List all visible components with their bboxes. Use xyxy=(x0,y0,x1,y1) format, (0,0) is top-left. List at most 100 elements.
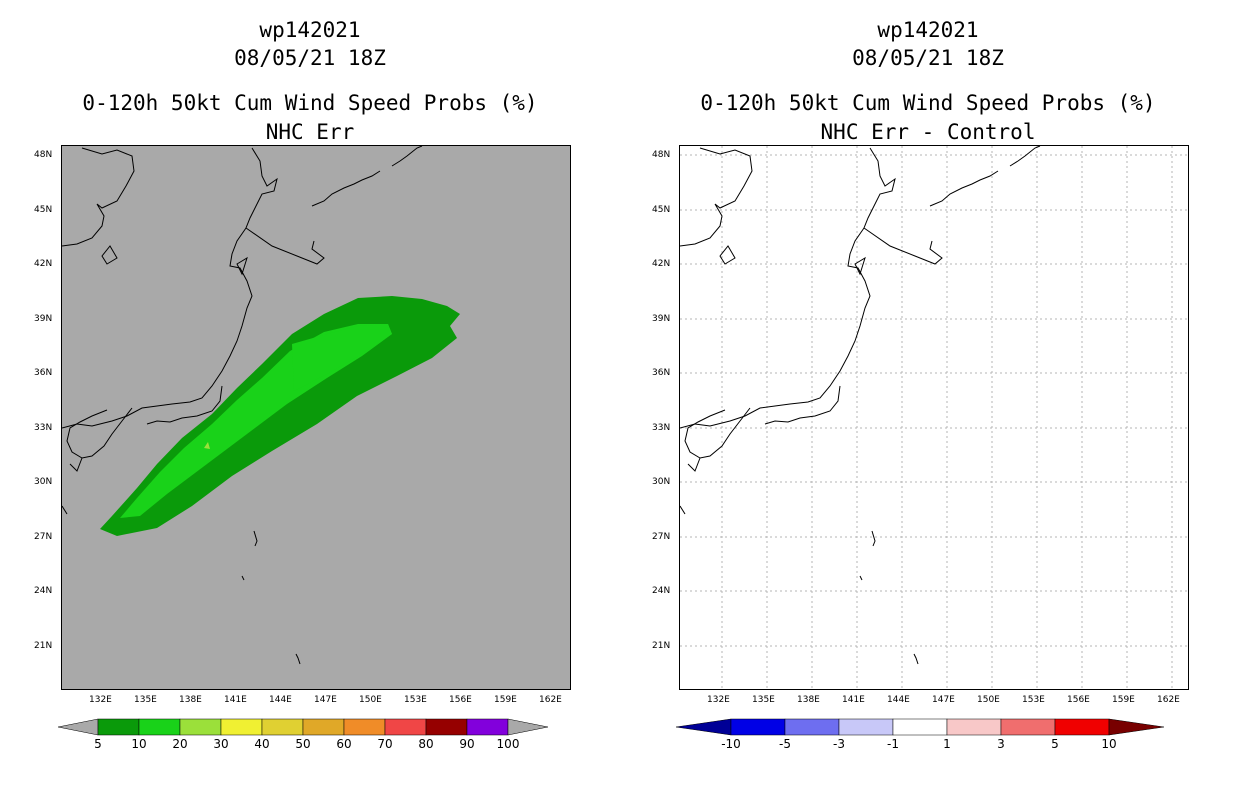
right-subtitle: NHC Err - Control xyxy=(820,120,1036,144)
lat-label: 45N xyxy=(652,205,671,215)
gridlines xyxy=(680,146,1188,689)
lon-label: 135E xyxy=(752,695,775,705)
colorbar-tick-label: 1 xyxy=(943,737,951,751)
colorbar-swatch xyxy=(466,718,509,736)
colorbar-tick-label: 50 xyxy=(295,737,311,751)
prob-swath-10b xyxy=(292,324,392,391)
colorbar-tick-label: -1 xyxy=(887,737,899,751)
colorbar-tick-label: -3 xyxy=(833,737,845,751)
left-datetime: 08/05/21 18Z xyxy=(234,46,386,70)
colorbar-tick-label: -5 xyxy=(779,737,791,751)
colorbar-swatch xyxy=(784,718,840,736)
colorbar-tick-label: 5 xyxy=(94,737,102,751)
colorbar-tick-label: 90 xyxy=(459,737,475,751)
colorbar-tick-label: 100 xyxy=(496,737,520,751)
right-colorbar xyxy=(675,717,1176,741)
lat-label: 36N xyxy=(652,368,671,378)
colorbar-swatch xyxy=(425,718,468,736)
lon-label: 159E xyxy=(494,695,517,705)
colorbar-over-triangle xyxy=(507,718,549,736)
left-colorbar xyxy=(57,717,558,741)
colorbar-tick-label: 70 xyxy=(377,737,393,751)
left-map-svg xyxy=(62,146,460,665)
left-map xyxy=(61,145,571,690)
colorbar-swatch xyxy=(384,718,427,736)
left-storm-id: wp142021 xyxy=(259,18,361,42)
lat-label: 30N xyxy=(652,477,671,487)
lon-label: 132E xyxy=(89,695,112,705)
lon-label: 138E xyxy=(797,695,820,705)
lon-label: 135E xyxy=(134,695,157,705)
left-colorbar-svg xyxy=(57,718,549,736)
lat-label: 48N xyxy=(652,150,671,160)
right-colorbar-svg xyxy=(675,718,1165,736)
lon-label: 162E xyxy=(539,695,562,705)
lat-label: 39N xyxy=(652,314,671,324)
colorbar-under-triangle xyxy=(675,718,732,736)
left-subtitle: NHC Err xyxy=(265,120,355,144)
lon-label: 141E xyxy=(224,695,247,705)
lat-label: 27N xyxy=(652,532,671,542)
lon-label: 132E xyxy=(707,695,730,705)
colorbar-swatch xyxy=(302,718,345,736)
colorbar-tick-label: 5 xyxy=(1051,737,1059,751)
colorbar-swatch xyxy=(261,718,304,736)
colorbar-swatch xyxy=(97,718,140,736)
lat-label: 24N xyxy=(652,586,671,596)
colorbar-swatch xyxy=(343,718,386,736)
lat-label: 42N xyxy=(34,259,53,269)
lon-label: 144E xyxy=(269,695,292,705)
lat-label: 39N xyxy=(34,314,53,324)
colorbar-swatch xyxy=(946,718,1002,736)
colorbar-swatch xyxy=(179,718,222,736)
colorbar-under-triangle xyxy=(57,718,99,736)
lon-label: 150E xyxy=(977,695,1000,705)
lat-label: 27N xyxy=(34,532,53,542)
colorbar-swatch xyxy=(220,718,263,736)
lon-label: 147E xyxy=(314,695,337,705)
right-datetime: 08/05/21 18Z xyxy=(852,46,1004,70)
colorbar-tick-label: 3 xyxy=(997,737,1005,751)
colorbar-tick-label: 60 xyxy=(336,737,352,751)
colorbar-swatch xyxy=(838,718,894,736)
lon-label: 153E xyxy=(404,695,427,705)
lon-label: 156E xyxy=(1067,695,1090,705)
colorbar-tick-label: 20 xyxy=(172,737,188,751)
lon-label: 159E xyxy=(1112,695,1135,705)
lon-label: 138E xyxy=(179,695,202,705)
lat-label: 24N xyxy=(34,586,53,596)
coastlines xyxy=(680,146,1041,665)
lon-label: 162E xyxy=(1157,695,1180,705)
lon-label: 144E xyxy=(887,695,910,705)
colorbar-swatch xyxy=(1054,718,1110,736)
lat-label: 21N xyxy=(34,641,53,651)
colorbar-swatch xyxy=(138,718,181,736)
lat-label: 36N xyxy=(34,368,53,378)
colorbar-swatch xyxy=(730,718,786,736)
lat-label: 21N xyxy=(652,641,671,651)
lat-label: 33N xyxy=(34,423,53,433)
colorbar-over-triangle xyxy=(1108,718,1165,736)
colorbar-tick-label: 30 xyxy=(213,737,229,751)
lat-label: 42N xyxy=(652,259,671,269)
colorbar-tick-label: -10 xyxy=(721,737,741,751)
colorbar-swatch xyxy=(892,718,948,736)
right-map xyxy=(679,145,1189,690)
coastlines xyxy=(62,146,423,665)
colorbar-tick-label: 80 xyxy=(418,737,434,751)
lon-label: 147E xyxy=(932,695,955,705)
colorbar-swatch xyxy=(1000,718,1056,736)
right-map-svg xyxy=(680,146,1188,689)
prob-spot-20 xyxy=(204,442,210,449)
colorbar-tick-label: 40 xyxy=(254,737,270,751)
lon-label: 156E xyxy=(449,695,472,705)
right-title: 0-120h 50kt Cum Wind Speed Probs (%) xyxy=(700,91,1156,115)
lon-label: 141E xyxy=(842,695,865,705)
lat-label: 33N xyxy=(652,423,671,433)
lon-label: 150E xyxy=(359,695,382,705)
lat-label: 48N xyxy=(34,150,53,160)
left-title: 0-120h 50kt Cum Wind Speed Probs (%) xyxy=(82,91,538,115)
colorbar-tick-label: 10 xyxy=(1101,737,1117,751)
right-storm-id: wp142021 xyxy=(877,18,979,42)
colorbar-tick-label: 10 xyxy=(131,737,147,751)
